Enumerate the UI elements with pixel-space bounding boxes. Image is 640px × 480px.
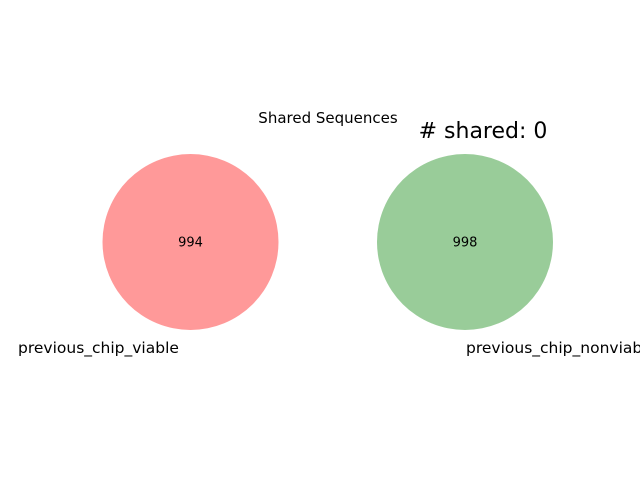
figure-title: Shared Sequences	[258, 109, 398, 127]
set-b-count: 998	[453, 236, 478, 251]
shared-count-title: # shared: 0	[419, 119, 548, 144]
set-a-label: previous_chip_viable	[18, 339, 179, 358]
set-a-circle	[102, 154, 279, 330]
set-b-label: previous_chip_nonviable	[466, 339, 640, 358]
set-a-count: 994	[178, 236, 203, 251]
set-b-circle	[377, 154, 553, 330]
